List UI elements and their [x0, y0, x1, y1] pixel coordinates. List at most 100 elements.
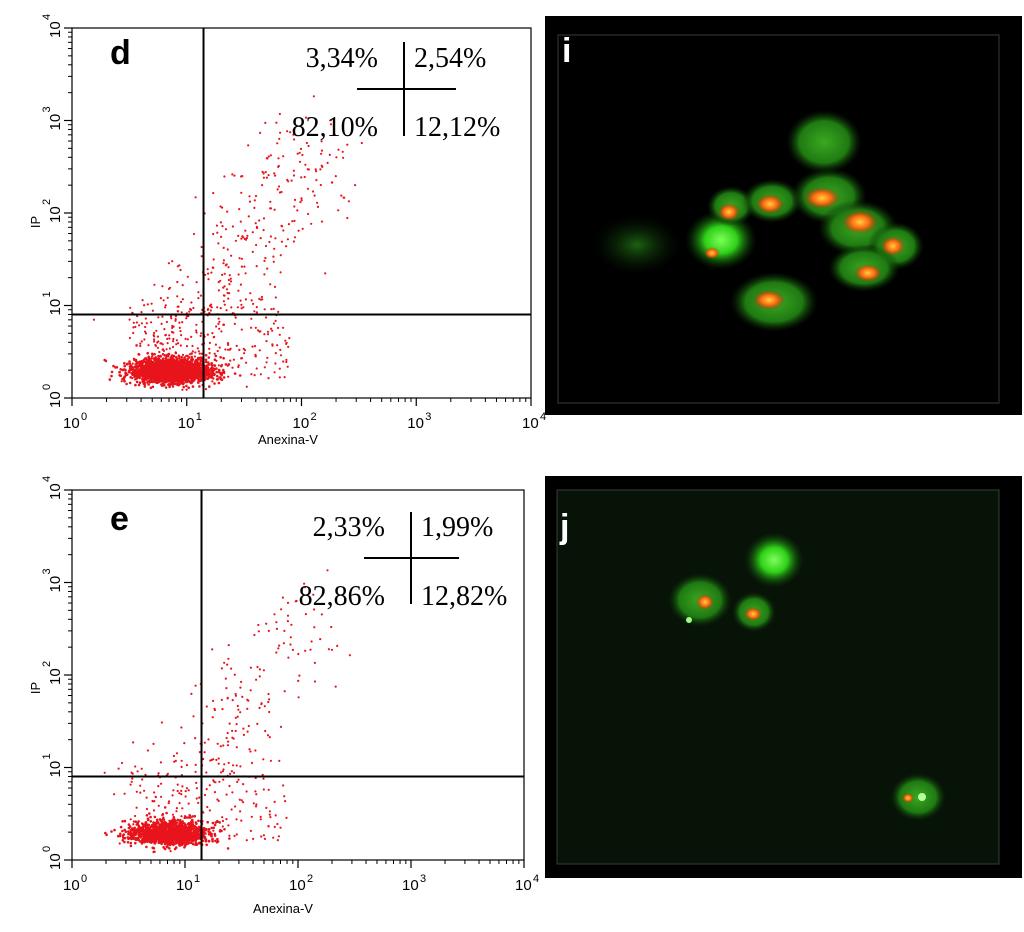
data-point	[242, 236, 245, 239]
data-point	[185, 838, 188, 842]
data-point	[234, 692, 237, 696]
data-point	[129, 783, 132, 786]
data-point	[196, 831, 200, 835]
data-point	[203, 751, 206, 754]
data-point	[103, 358, 106, 362]
data-point	[200, 332, 203, 335]
data-point	[185, 359, 189, 363]
data-point	[143, 381, 146, 384]
data-point	[120, 380, 123, 383]
data-point	[206, 333, 209, 336]
data-point	[334, 685, 337, 688]
data-point	[217, 757, 220, 760]
data-point	[194, 763, 197, 767]
data-point	[134, 383, 137, 387]
data-point	[213, 834, 217, 837]
data-point	[224, 348, 227, 351]
data-point	[185, 362, 188, 365]
data-point	[321, 165, 324, 168]
data-point	[145, 821, 148, 824]
data-point	[218, 821, 221, 824]
data-point	[207, 272, 210, 275]
y-tick-exponent: 3	[41, 106, 53, 112]
data-point	[144, 325, 147, 329]
data-point	[277, 157, 280, 160]
data-point	[187, 829, 191, 833]
data-point	[275, 627, 278, 631]
data-point	[184, 829, 187, 833]
data-point	[154, 795, 157, 799]
data-point	[287, 223, 290, 226]
data-point	[136, 828, 140, 832]
data-point	[326, 569, 329, 572]
data-point	[222, 356, 225, 360]
data-point	[181, 321, 184, 324]
data-point	[262, 176, 265, 179]
data-point	[217, 364, 220, 367]
data-points	[92, 95, 363, 391]
data-point	[144, 357, 147, 360]
data-point	[217, 317, 220, 320]
data-point	[165, 320, 168, 324]
data-point	[273, 208, 276, 211]
data-point	[230, 770, 233, 773]
data-point	[153, 331, 156, 334]
data-point	[137, 820, 140, 823]
data-point	[190, 335, 193, 338]
data-point	[277, 165, 280, 168]
data-point	[249, 292, 252, 295]
data-point	[275, 651, 278, 654]
data-point	[193, 363, 197, 367]
data-point	[176, 368, 180, 372]
data-point	[225, 309, 228, 312]
data-point	[262, 758, 265, 761]
data-point	[123, 792, 126, 795]
data-point	[217, 381, 221, 385]
data-point	[210, 826, 214, 830]
data-point	[211, 838, 214, 842]
data-point	[258, 297, 261, 300]
data-point	[134, 841, 137, 845]
data-point	[140, 367, 143, 371]
data-point	[180, 300, 183, 303]
data-point	[151, 363, 154, 366]
data-point	[176, 295, 179, 298]
data-point	[249, 750, 252, 753]
data-point	[226, 210, 229, 213]
data-point	[222, 294, 225, 297]
data-point	[184, 795, 187, 798]
data-point	[220, 698, 223, 702]
data-point	[279, 826, 282, 829]
data-point	[210, 758, 213, 762]
data-point	[279, 725, 283, 729]
data-point	[155, 329, 158, 332]
data-point	[104, 831, 107, 835]
data-point	[244, 272, 247, 275]
data-point	[208, 347, 211, 350]
data-point	[259, 815, 262, 819]
data-point	[135, 380, 139, 384]
data-point	[160, 842, 163, 846]
data-point	[165, 358, 168, 362]
data-point	[197, 362, 200, 365]
data-point	[174, 825, 178, 828]
data-point	[167, 363, 170, 367]
data-point	[242, 306, 245, 309]
data-point	[138, 324, 141, 327]
data-point	[193, 375, 197, 379]
data-point	[225, 818, 228, 821]
data-point	[182, 361, 186, 364]
data-point	[127, 830, 130, 833]
data-point	[168, 800, 171, 803]
data-point	[267, 629, 270, 633]
data-point	[204, 388, 208, 391]
data-point	[226, 248, 229, 251]
data-point	[244, 229, 247, 232]
data-point	[217, 762, 220, 765]
data-point	[278, 137, 281, 140]
data-point	[223, 303, 226, 306]
data-point	[134, 765, 137, 768]
data-point	[168, 337, 171, 340]
